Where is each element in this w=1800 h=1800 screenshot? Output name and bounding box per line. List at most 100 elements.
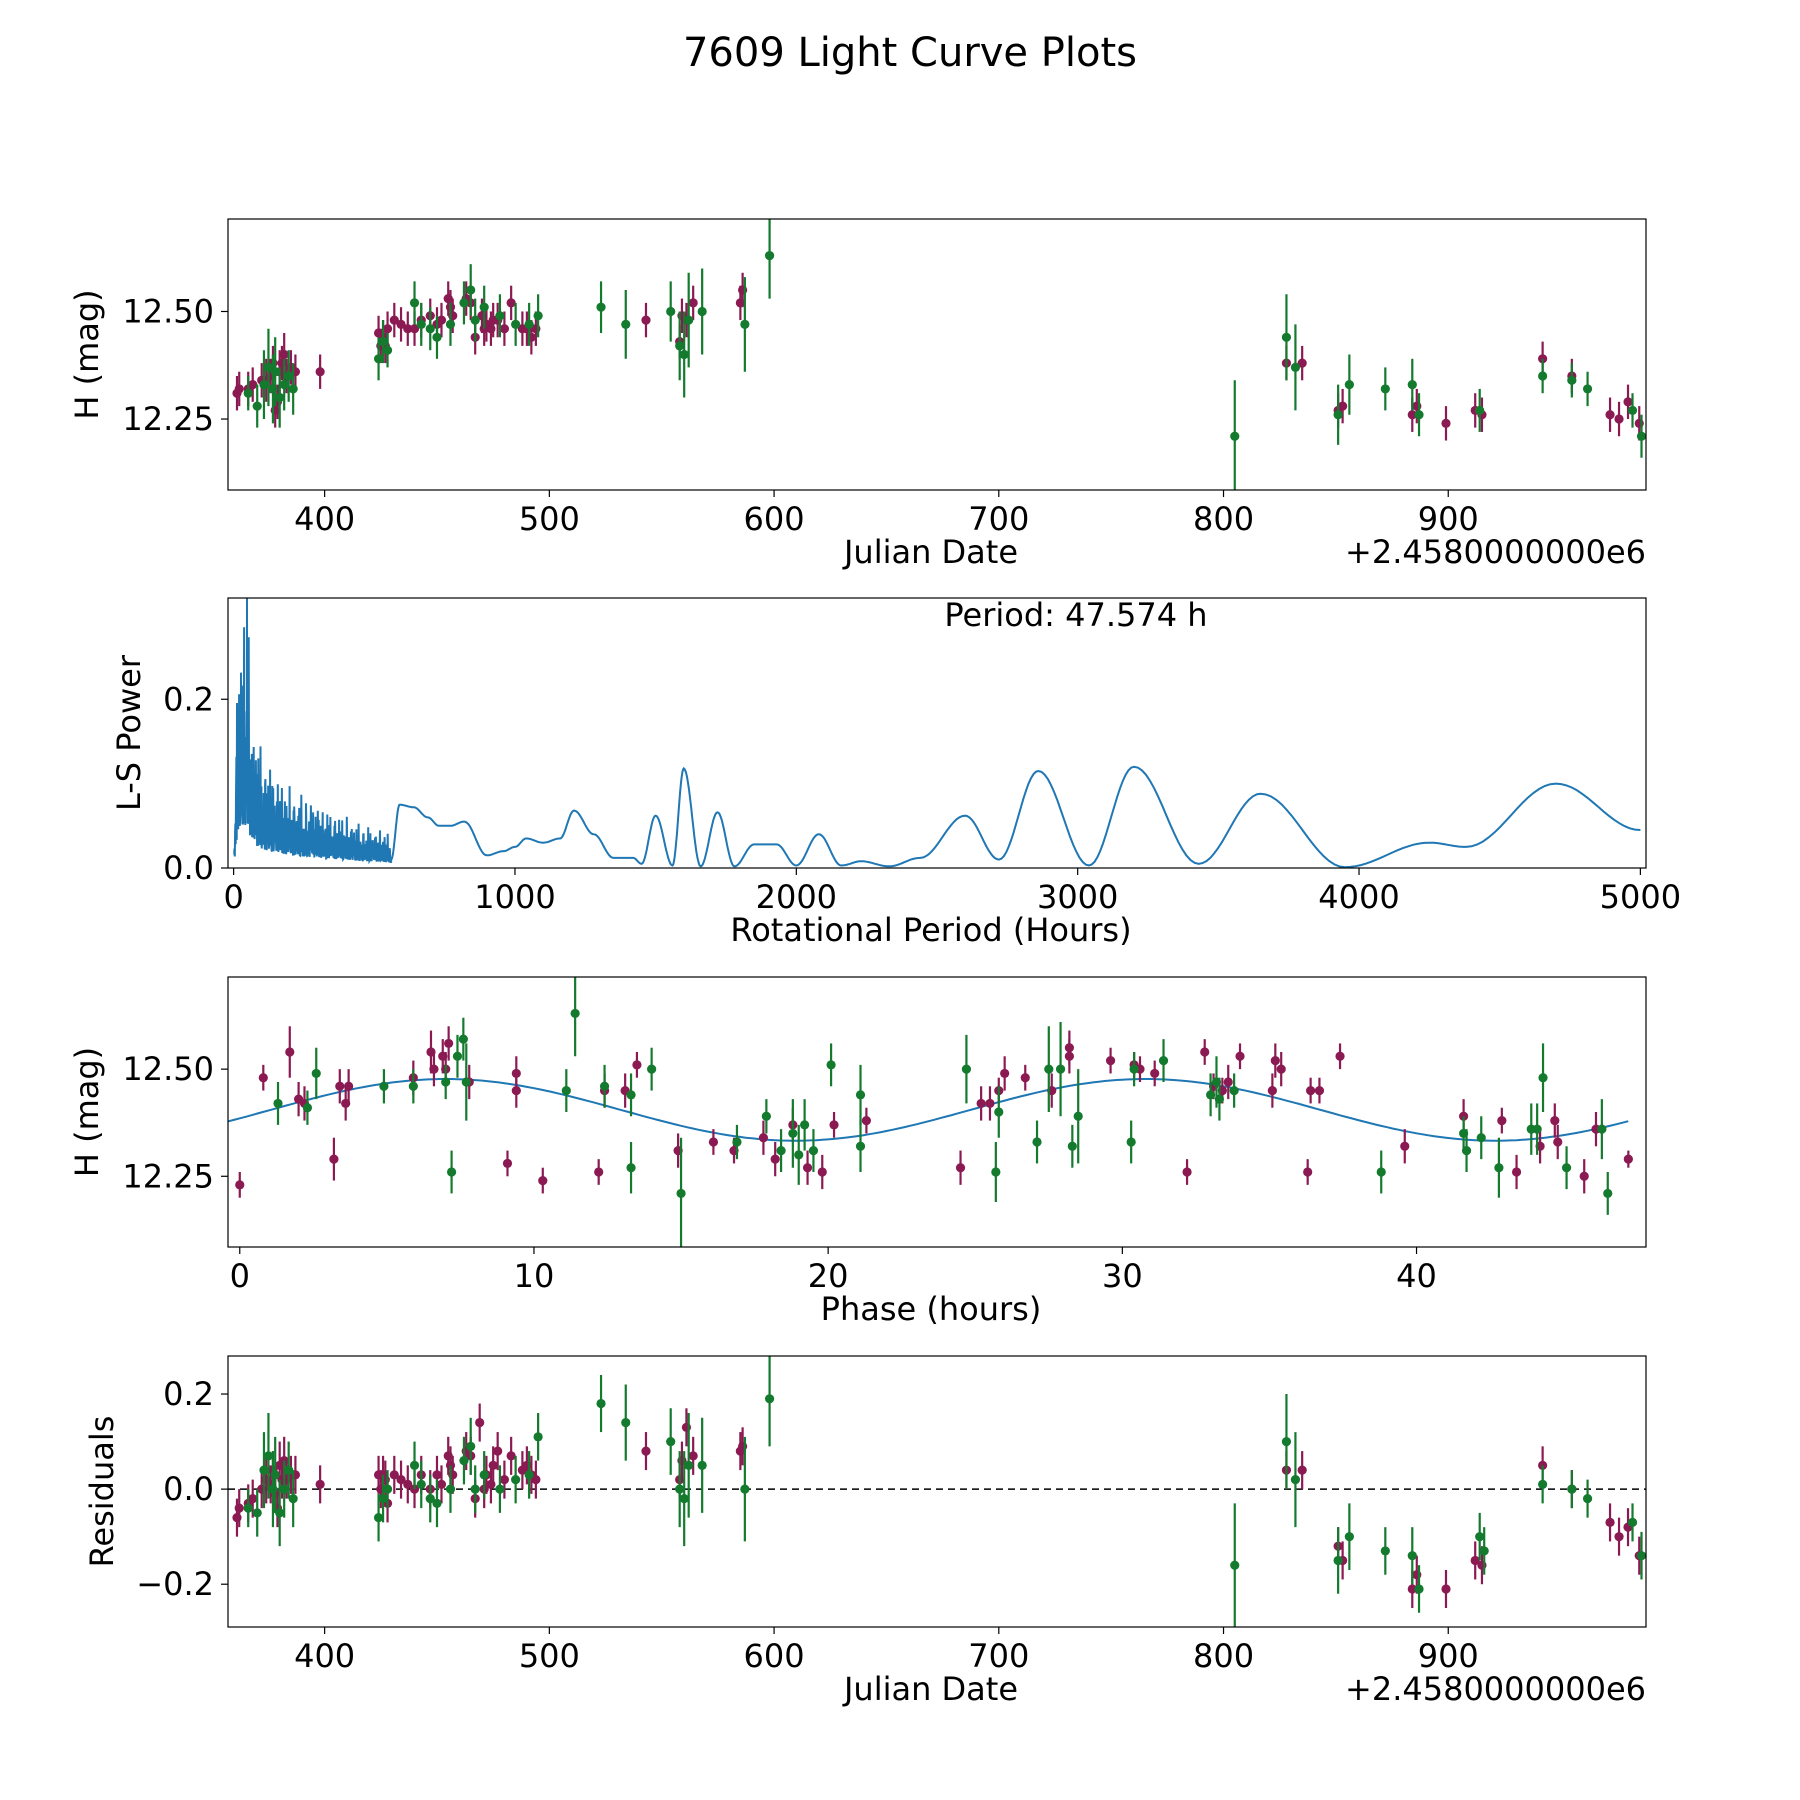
y-axis-label: L-S Power xyxy=(110,654,148,811)
data-point xyxy=(1020,1064,1030,1091)
data-point xyxy=(479,1451,489,1499)
data-point xyxy=(252,1489,262,1537)
data-point xyxy=(697,1417,707,1513)
marker xyxy=(288,1494,298,1504)
chart-residuals: 400 500 600 700 800 900 −0.2 0.0 0.2 Julian Date R… xyxy=(83,1355,1647,1708)
marker xyxy=(329,1154,339,1164)
data-point xyxy=(1335,1043,1345,1070)
data-point xyxy=(416,302,426,346)
data-point xyxy=(1414,1565,1424,1613)
y-tick-label: 0.0 xyxy=(163,1470,214,1508)
y-axis-label: H (mag) xyxy=(68,1047,106,1177)
data-point xyxy=(684,1413,694,1518)
marker xyxy=(1623,397,1633,407)
marker xyxy=(626,1090,636,1100)
marker xyxy=(1614,414,1624,424)
data-point xyxy=(294,1082,304,1117)
data-point xyxy=(675,311,685,381)
data-point xyxy=(425,307,435,351)
x-tick-label: 500 xyxy=(519,1637,580,1675)
marker xyxy=(788,1128,798,1139)
data-point xyxy=(285,1026,295,1078)
marker xyxy=(270,367,280,377)
marker xyxy=(235,1180,245,1190)
data-point xyxy=(444,1026,454,1061)
marker xyxy=(1044,1064,1054,1074)
data-point xyxy=(284,350,294,402)
data-point xyxy=(1579,1159,1589,1194)
data-point xyxy=(1605,397,1615,432)
marker xyxy=(441,1077,451,1087)
marker xyxy=(776,1145,786,1156)
data-point xyxy=(243,376,253,411)
marker xyxy=(621,319,631,329)
data-point xyxy=(632,1052,642,1078)
marker xyxy=(1636,431,1646,441)
data-point xyxy=(1582,371,1593,407)
x-axis-label: Julian Date xyxy=(842,1670,1018,1708)
data-point xyxy=(1538,1043,1548,1112)
data-point xyxy=(263,1413,274,1499)
marker xyxy=(444,1038,454,1049)
marker xyxy=(679,349,689,360)
marker xyxy=(502,1158,513,1169)
data-point xyxy=(1407,358,1417,411)
marker xyxy=(538,1175,548,1186)
marker xyxy=(1614,1532,1624,1542)
marker xyxy=(1597,1124,1607,1134)
data-point xyxy=(311,1047,321,1100)
marker xyxy=(416,319,426,329)
data-point xyxy=(1614,1517,1624,1556)
marker xyxy=(1230,1560,1240,1570)
marker xyxy=(1064,1051,1074,1061)
data-point xyxy=(1636,1531,1646,1580)
marker xyxy=(488,1460,498,1470)
marker xyxy=(511,1085,521,1096)
marker xyxy=(458,1034,468,1044)
marker xyxy=(641,315,651,325)
marker xyxy=(252,1508,262,1518)
data-point xyxy=(1532,1103,1542,1155)
marker xyxy=(396,1475,406,1485)
marker xyxy=(1126,1137,1136,1147)
data-point xyxy=(275,1479,285,1547)
period-annotation: Period: 47.574 h xyxy=(944,596,1207,634)
x-tick-label: 0 xyxy=(230,1257,250,1295)
marker xyxy=(459,298,469,308)
marker xyxy=(679,1494,689,1504)
data-point xyxy=(1333,384,1343,445)
marker xyxy=(1333,410,1343,420)
data-point xyxy=(538,1167,548,1194)
data-point xyxy=(770,1142,780,1177)
marker xyxy=(1538,371,1548,381)
marker xyxy=(506,298,516,308)
marker xyxy=(666,1436,676,1447)
marker xyxy=(1407,410,1417,420)
marker xyxy=(432,332,442,342)
marker xyxy=(1223,1077,1233,1087)
x-tick-label: 2000 xyxy=(756,878,837,916)
marker xyxy=(344,1081,354,1091)
data-point xyxy=(1303,1159,1313,1185)
marker xyxy=(1200,1047,1210,1057)
marker xyxy=(452,1051,463,1061)
marker xyxy=(961,1064,972,1074)
marker xyxy=(758,1133,769,1143)
marker xyxy=(1470,1555,1480,1566)
marker xyxy=(1067,1141,1077,1151)
data-point xyxy=(802,1150,813,1185)
marker xyxy=(436,1479,447,1489)
marker xyxy=(1267,1085,1277,1096)
data-point xyxy=(684,272,694,368)
data-point xyxy=(679,1451,689,1547)
data-point xyxy=(258,1064,268,1091)
y-tick-label: 0.2 xyxy=(163,680,214,718)
data-point xyxy=(676,1137,686,1247)
marker xyxy=(1579,1171,1589,1181)
marker xyxy=(697,1460,707,1470)
data-point xyxy=(1297,1451,1307,1490)
marker xyxy=(1230,431,1240,441)
marker xyxy=(697,306,707,317)
data-point xyxy=(826,1043,836,1087)
data-point xyxy=(470,298,480,342)
